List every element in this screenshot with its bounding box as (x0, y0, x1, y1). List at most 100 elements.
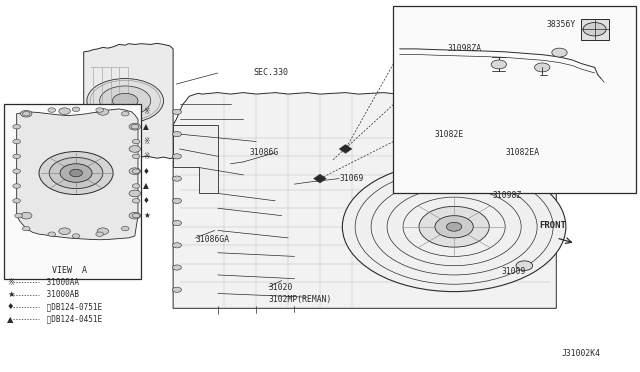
Circle shape (132, 184, 140, 188)
Circle shape (96, 108, 104, 112)
Circle shape (13, 139, 20, 144)
Text: ⒷDB124-0451E: ⒷDB124-0451E (42, 315, 102, 324)
Circle shape (516, 261, 532, 270)
Text: ▲: ▲ (143, 122, 149, 131)
Polygon shape (17, 109, 138, 240)
Circle shape (20, 110, 32, 117)
Text: 31000AA: 31000AA (42, 278, 79, 287)
Circle shape (109, 121, 141, 140)
Text: 31082E: 31082E (435, 129, 464, 139)
Circle shape (173, 109, 181, 115)
Text: ★: ★ (143, 211, 150, 220)
Text: 38356Y: 38356Y (547, 20, 576, 29)
Circle shape (129, 124, 141, 130)
Circle shape (132, 214, 140, 218)
Text: ▲: ▲ (143, 182, 149, 190)
Circle shape (60, 164, 92, 182)
Circle shape (22, 112, 30, 116)
Text: ♦: ♦ (143, 167, 150, 176)
Circle shape (118, 126, 133, 135)
Text: 31098ZA: 31098ZA (448, 44, 482, 53)
Text: 31000AB: 31000AB (42, 290, 79, 299)
Bar (580, 19, 609, 39)
Text: 31069: 31069 (339, 174, 364, 183)
Circle shape (129, 190, 141, 197)
Text: ♦: ♦ (143, 196, 150, 205)
Circle shape (97, 109, 109, 115)
Circle shape (173, 243, 181, 248)
Circle shape (70, 169, 83, 177)
Circle shape (534, 63, 550, 72)
Text: 3102MP(REMAN): 3102MP(REMAN) (269, 295, 332, 304)
Polygon shape (314, 174, 326, 183)
Text: 31009: 31009 (502, 267, 526, 276)
Circle shape (48, 232, 56, 236)
Circle shape (15, 214, 22, 218)
Circle shape (100, 86, 151, 116)
Text: SEC.330: SEC.330 (253, 68, 288, 77)
Circle shape (132, 169, 140, 173)
Circle shape (435, 216, 473, 238)
Text: 31086G: 31086G (250, 148, 279, 157)
Circle shape (132, 154, 140, 158)
Circle shape (491, 60, 506, 69)
Circle shape (122, 112, 129, 116)
Circle shape (129, 212, 141, 219)
Circle shape (72, 234, 80, 238)
Polygon shape (339, 144, 352, 153)
Text: 31020: 31020 (269, 283, 293, 292)
Circle shape (173, 221, 181, 226)
Circle shape (113, 93, 138, 108)
Circle shape (173, 132, 181, 137)
Text: ⒷDB124-0751E: ⒷDB124-0751E (42, 302, 102, 311)
Circle shape (13, 184, 20, 188)
Circle shape (22, 227, 30, 231)
Circle shape (13, 169, 20, 173)
Text: 31098Z: 31098Z (492, 191, 522, 200)
Circle shape (13, 125, 20, 129)
Circle shape (173, 265, 181, 270)
Circle shape (132, 199, 140, 203)
Circle shape (59, 228, 70, 235)
Circle shape (87, 78, 164, 123)
Text: VIEW  A: VIEW A (52, 266, 87, 275)
Text: ※: ※ (143, 152, 150, 161)
Circle shape (97, 228, 109, 235)
Text: 31082EA: 31082EA (505, 148, 540, 157)
Circle shape (173, 154, 181, 159)
Circle shape (173, 176, 181, 181)
Bar (4, 105, 141, 279)
Text: ※: ※ (143, 108, 150, 116)
Circle shape (20, 212, 32, 219)
Circle shape (48, 108, 56, 112)
Circle shape (49, 157, 103, 189)
Circle shape (13, 199, 20, 203)
Circle shape (447, 222, 462, 231)
Text: 31086GA: 31086GA (195, 235, 230, 244)
Circle shape (173, 198, 181, 203)
Circle shape (552, 48, 567, 57)
Circle shape (583, 23, 606, 36)
Circle shape (173, 287, 181, 292)
Circle shape (72, 107, 80, 112)
Circle shape (122, 227, 129, 231)
Polygon shape (84, 43, 173, 158)
Circle shape (59, 108, 70, 115)
Circle shape (13, 154, 20, 158)
Polygon shape (173, 93, 556, 308)
Text: ♦: ♦ (7, 302, 15, 311)
Polygon shape (173, 125, 218, 193)
Text: ※: ※ (143, 137, 150, 146)
Circle shape (131, 125, 139, 129)
Bar (394, 6, 636, 193)
Text: J31002K4: J31002K4 (562, 349, 601, 358)
Text: ▲: ▲ (7, 315, 13, 324)
Circle shape (342, 162, 566, 292)
Circle shape (129, 168, 141, 174)
Circle shape (132, 139, 140, 144)
Text: ★: ★ (7, 290, 15, 299)
Circle shape (96, 232, 104, 236)
Circle shape (419, 206, 489, 247)
Circle shape (129, 145, 141, 152)
Text: ※: ※ (7, 278, 14, 287)
